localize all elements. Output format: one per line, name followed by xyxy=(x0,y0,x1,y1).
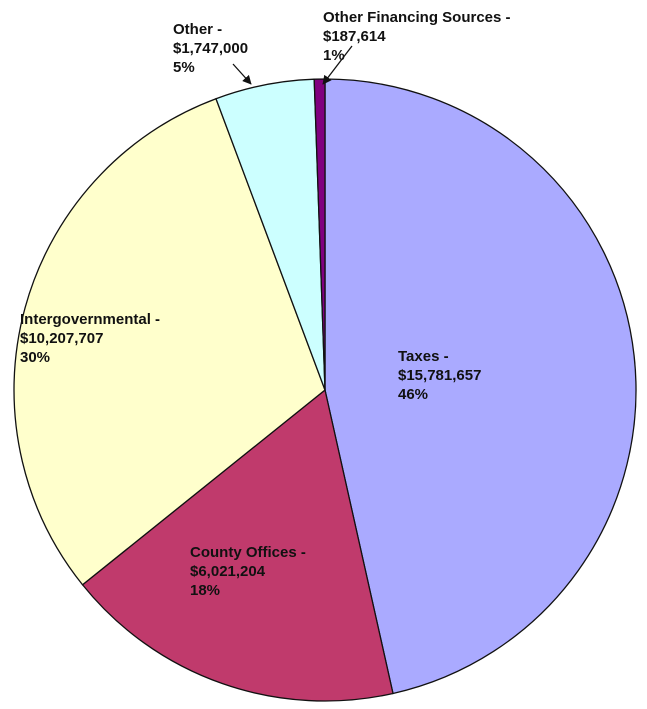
slice-label: Taxes - xyxy=(398,348,449,365)
slice-label: Intergovernmental - xyxy=(20,311,160,328)
pie-slice xyxy=(81,388,394,702)
slice-percent-label: 5% xyxy=(173,59,195,76)
label-arrow xyxy=(322,45,353,85)
pie-slice xyxy=(13,97,326,586)
labels: Taxes - $15,781,657 46% County Offices - $6,… xyxy=(20,9,511,599)
slice-value-label: $15,781,657 xyxy=(398,367,481,384)
slice-label: County Offices - xyxy=(190,544,306,561)
slice-value-label: $10,207,707 xyxy=(20,330,103,347)
slice-percent-label: 1% xyxy=(323,47,345,64)
pie xyxy=(13,78,637,702)
slice-value-label: $6,021,204 xyxy=(190,563,266,580)
slice-label: Other - xyxy=(173,21,222,38)
pie-slice xyxy=(324,78,637,695)
slice-percent-label: 30% xyxy=(20,349,50,366)
slice-percent-label: 18% xyxy=(190,582,220,599)
slice-label: Other Financing Sources - xyxy=(323,9,511,26)
label-arrow xyxy=(232,63,252,85)
slice-percent-label: 46% xyxy=(398,386,428,403)
slice-value-label: $1,747,000 xyxy=(173,40,248,57)
slice-value-label: $187,614 xyxy=(323,28,386,45)
